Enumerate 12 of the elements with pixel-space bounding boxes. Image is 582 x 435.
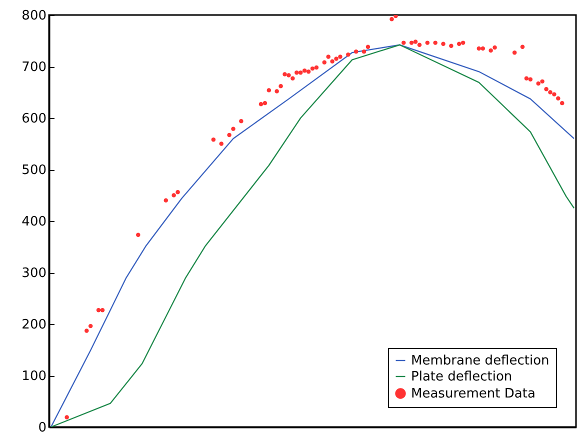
- y-tick-label: 300: [22, 266, 46, 281]
- y-tick-label: 400: [22, 214, 46, 230]
- legend-label: Membrane deflection: [411, 354, 550, 368]
- y-tick-label: 0: [38, 420, 46, 435]
- y-tick-label: 500: [22, 163, 46, 178]
- y-tick-label: 800: [22, 8, 46, 24]
- y-tick-label: 100: [22, 369, 46, 384]
- legend-label: Plate deflection: [411, 370, 512, 384]
- y-tick-label: 600: [22, 112, 46, 126]
- y-tick-label: 200: [22, 318, 46, 332]
- legend-label: Measurement Data: [411, 386, 536, 402]
- y-tick-label: 700: [22, 60, 46, 75]
